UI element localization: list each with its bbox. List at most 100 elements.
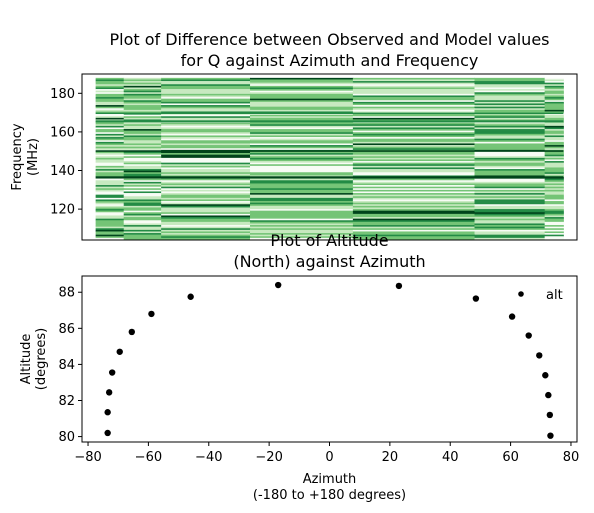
heatmap-cell [474, 234, 546, 237]
heatmap-cell [544, 196, 564, 199]
heatmap-cell [123, 205, 162, 208]
heatmap-cell [95, 159, 125, 162]
heatmap-cell [123, 116, 162, 119]
heatmap-cell [249, 143, 354, 146]
heatmap-cell [123, 92, 162, 95]
heatmap-cell [161, 157, 251, 160]
heatmap-cell [95, 199, 125, 202]
heatmap-cell [123, 223, 162, 226]
heatmap-cell [95, 81, 125, 83]
scatter-ytick-label: 86 [58, 322, 75, 337]
scatter-point [104, 409, 111, 416]
heatmap-cell [352, 223, 475, 226]
heatmap-cell [161, 127, 251, 130]
heatmap-cell [123, 191, 162, 194]
heatmap-cell [95, 82, 125, 85]
heatmap-cell [123, 81, 162, 83]
heatmap-cell [544, 225, 564, 227]
heatmap-cell [161, 129, 251, 131]
heatmap-cell [544, 193, 564, 195]
heatmap-cell [544, 191, 564, 194]
heatmap-cell [123, 217, 162, 219]
heatmap-cell [123, 202, 162, 205]
heatmap-cell [249, 159, 354, 162]
heatmap-cell [249, 189, 354, 192]
heatmap-cell [352, 212, 475, 215]
heatmap-cell [352, 93, 475, 96]
heatmap-cell [544, 212, 564, 215]
heatmap-cell [474, 95, 546, 98]
heatmap-cell [352, 226, 475, 229]
heatmap-cell [474, 157, 546, 160]
heatmap-cell [161, 225, 251, 227]
heatmap-cell [123, 100, 162, 103]
heatmap-cell [249, 172, 354, 175]
heatmap-cell [123, 165, 162, 168]
heatmap-cell [474, 105, 546, 107]
heatmap-cell [249, 167, 354, 170]
heatmap-cell [123, 157, 162, 160]
heatmap-cell [95, 89, 125, 91]
heatmap-cell [474, 106, 546, 109]
heatmap-y-ticks: 120 140 160 180 [50, 87, 82, 218]
scatter-point [545, 391, 552, 399]
heatmap-cell [123, 204, 162, 207]
heatmap-cell [161, 167, 251, 170]
heatmap-cell [352, 165, 475, 168]
heatmap-cell [123, 173, 162, 176]
heatmap-cell [474, 201, 546, 203]
heatmap-cell [95, 231, 125, 234]
heatmap-cell [352, 205, 475, 208]
heatmap-cell [161, 98, 251, 101]
scatter-ylabel-line2: (degrees) [34, 328, 49, 390]
scatter-x-ticks: −80 −60 −40 −20 0 20 40 60 80 [74, 442, 579, 465]
heatmap-cell [544, 153, 564, 155]
heatmap-cell [95, 135, 125, 138]
heatmap-cell [544, 215, 564, 218]
heatmap-cell [474, 108, 546, 111]
heatmap-cell [161, 130, 251, 133]
heatmap-cell [161, 116, 251, 119]
heatmap-cell [544, 205, 564, 208]
heatmap-cell [249, 233, 354, 235]
heatmap-cell [249, 157, 354, 160]
scatter-panel: Plot of Altitude (North) against Azimuth… [19, 231, 579, 503]
heatmap-cell [352, 114, 475, 117]
heatmap-cell [352, 180, 475, 183]
heatmap-cell [123, 108, 162, 111]
heatmap-cell [123, 93, 162, 96]
heatmap-cell [352, 217, 475, 219]
heatmap-cell [249, 133, 354, 136]
heatmap-cell [474, 89, 546, 91]
heatmap-cell [123, 154, 162, 157]
heatmap-cell [123, 117, 162, 120]
heatmap-cell [123, 226, 162, 229]
heatmap-cell [161, 202, 251, 205]
heatmap-cell [161, 220, 251, 223]
heatmap-cell [161, 89, 251, 91]
heatmap-cell [544, 117, 564, 120]
heatmap-cell [95, 111, 125, 114]
heatmap-cell [161, 165, 251, 168]
heatmap-cell [161, 77, 251, 80]
heatmap-cell [249, 170, 354, 173]
heatmap-cell [249, 236, 354, 239]
heatmap-cell [474, 159, 546, 162]
heatmap-cell [123, 164, 162, 167]
heatmap-cell [352, 186, 475, 189]
heatmap-cell [161, 105, 251, 107]
heatmap-cell [249, 95, 354, 98]
heatmap-cell [352, 90, 475, 93]
heatmap-cell [474, 161, 546, 163]
heatmap-cell [95, 236, 125, 239]
heatmap-cell [544, 202, 564, 205]
heatmap-cell [544, 181, 564, 184]
heatmap-cell [249, 193, 354, 195]
heatmap-cell [474, 204, 546, 207]
heatmap-cell [249, 145, 354, 147]
heatmap-cell [95, 90, 125, 93]
heatmap-cell [249, 205, 354, 208]
heatmap-cell [474, 82, 546, 85]
scatter-xtick-label: −40 [195, 450, 222, 465]
